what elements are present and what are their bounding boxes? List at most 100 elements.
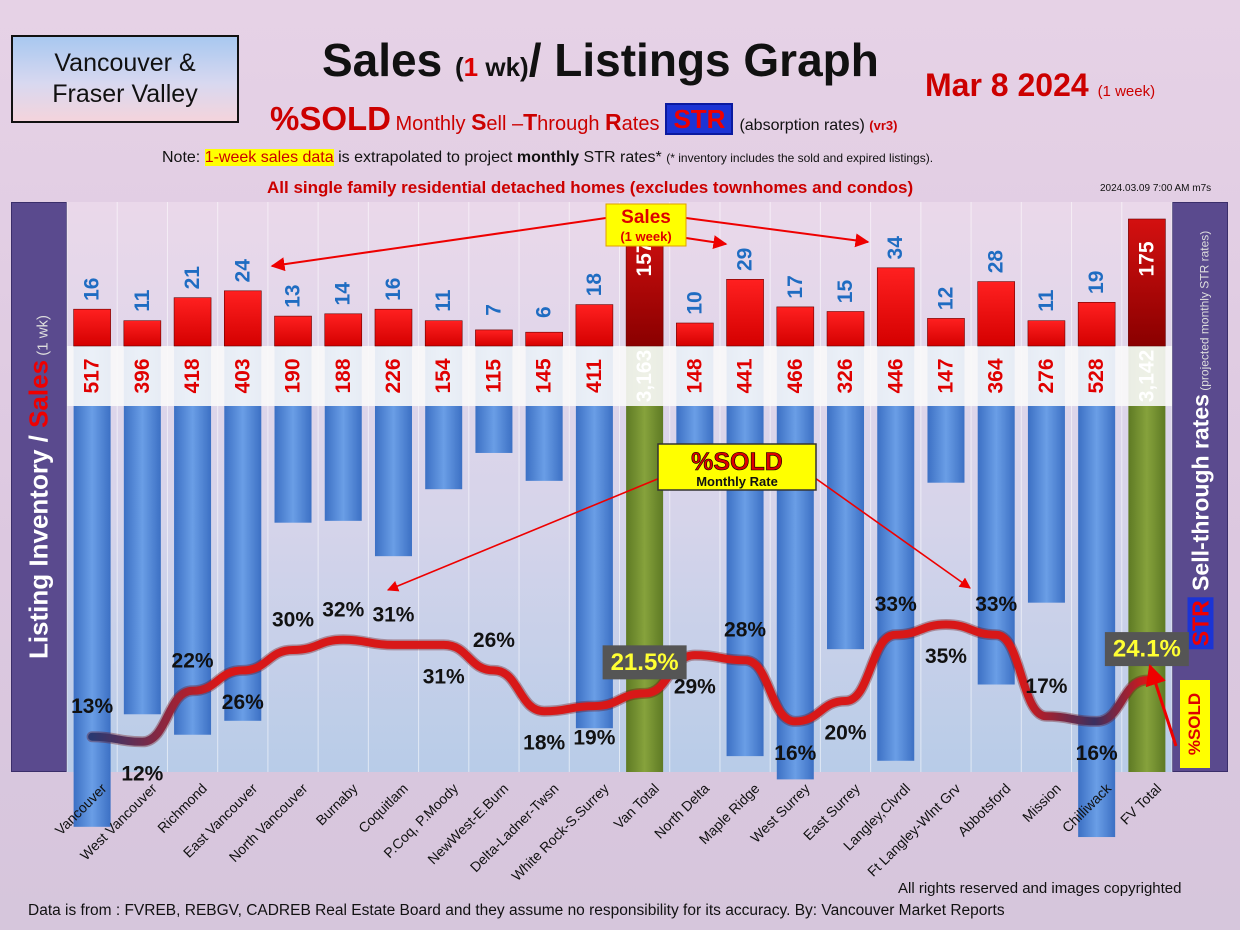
sales-bar <box>927 318 965 347</box>
sales-label: 11 <box>432 289 455 312</box>
note-part: is extrapolated to project <box>333 149 517 166</box>
sales-bar <box>776 306 815 347</box>
listing-label: 154 <box>432 358 455 393</box>
category-label: FV Total <box>1117 780 1164 827</box>
listing-labels: 517 396 418 403 190 188 226 154 115 145 411 3,163 14… <box>81 350 1159 403</box>
listing-bar <box>73 346 111 827</box>
subtitle-part: R <box>605 109 622 135</box>
region-line-1: Vancouver & <box>54 49 196 77</box>
sales-bar <box>826 311 865 347</box>
sales-annotation: Sales (1 week) <box>270 203 870 272</box>
sales-bar <box>73 308 111 347</box>
note-part: (* inventory includes the sold and expir… <box>666 151 934 165</box>
category-label: Ft Langley-Wlnt Grv <box>864 780 963 879</box>
sales-bar <box>324 313 363 347</box>
sales-bar <box>274 315 312 347</box>
sales-labels: 16 11 21 24 13 14 16 11 7 6 18 157 10 29 17 15 34 12 28 11 1… <box>81 236 1159 318</box>
listing-label: 147 <box>934 358 957 393</box>
str-label: 33% <box>975 593 1017 616</box>
note-line: Note: 1-week sales data is extrapolated … <box>162 149 933 167</box>
sales-bar <box>676 322 714 347</box>
sold-badge: %SOLD <box>1180 680 1210 768</box>
title-sales: Sales <box>322 34 443 86</box>
sold-annotation: %SOLD Monthly Rate <box>386 443 1178 747</box>
str-label: 13% <box>71 695 113 718</box>
sold-arrow <box>386 477 661 592</box>
listing-label: 396 <box>131 358 154 393</box>
sales-label: 157 <box>633 241 656 276</box>
category-label: Abbotsford <box>954 780 1013 839</box>
listing-bar <box>726 346 764 757</box>
sales-label: 16 <box>81 278 104 301</box>
listing-label-band <box>67 346 1172 406</box>
sales-label: 16 <box>382 278 405 301</box>
str-label: 22% <box>172 649 214 672</box>
sales-bar <box>475 329 513 347</box>
report-date: Mar 8 2024 (1 week) <box>925 67 1155 104</box>
str-label: 35% <box>925 645 967 668</box>
total-str-label: 24.1% <box>1113 636 1181 663</box>
str-label: 29% <box>674 676 716 699</box>
timestamp: 2024.03.09 7:00 AM m7s <box>1100 183 1212 194</box>
listing-label: 148 <box>683 358 706 393</box>
title-wk: wk) <box>478 52 529 82</box>
source-note: Data is from : FVREB, REBGV, CADREB Real… <box>28 902 1005 919</box>
subtitle-sold: %SOLD <box>270 100 392 137</box>
sales-label: 15 <box>834 280 857 304</box>
listing-bars <box>73 346 1166 838</box>
subtitle-part: ates <box>621 113 660 135</box>
str-label: 16% <box>1076 742 1118 765</box>
str-label: 17% <box>1025 675 1067 698</box>
listing-bar <box>776 346 814 780</box>
listing-label: 145 <box>533 358 556 393</box>
str-label: 16% <box>774 742 816 765</box>
listing-label: 528 <box>1085 358 1108 393</box>
listing-bar <box>224 346 262 721</box>
total-str-box <box>1104 632 1189 667</box>
region-line-2: Fraser Valley <box>52 80 198 108</box>
sales-label: 12 <box>934 287 957 310</box>
sales-bar <box>876 267 915 347</box>
sales-bar <box>1027 320 1066 347</box>
str-label: 26% <box>222 691 264 714</box>
sold-arrow <box>814 477 971 589</box>
title-paren: ( <box>455 52 464 82</box>
str-line <box>86 618 1153 748</box>
sales-arrow <box>685 235 728 250</box>
title-listings: / Listings Graph <box>528 34 879 86</box>
str-label: 30% <box>272 609 314 632</box>
sales-label: 14 <box>332 282 355 306</box>
listing-label: 115 <box>482 359 505 393</box>
listing-bar <box>174 346 212 735</box>
listing-label: 276 <box>1035 358 1058 393</box>
sales-label: 10 <box>683 291 706 314</box>
sales-bar <box>525 331 563 347</box>
title-one: 1 <box>463 52 479 82</box>
listing-label: 418 <box>181 358 204 393</box>
sales-bar <box>424 320 463 347</box>
sales-bar <box>1077 301 1116 347</box>
right-axis-band <box>1172 202 1228 772</box>
sold-arrow <box>1145 664 1178 747</box>
listing-label: 411 <box>583 359 606 393</box>
sold-callout-label: %SOLD <box>691 448 783 476</box>
listing-bar <box>1128 346 1166 772</box>
sales-label: 6 <box>533 306 556 318</box>
sales-label: 24 <box>231 259 254 283</box>
sales-arrow <box>270 217 607 272</box>
copyright-note: All rights reserved and images copyright… <box>898 880 1182 897</box>
listing-label: 188 <box>332 358 355 393</box>
date-sub: (1 week) <box>1097 83 1156 100</box>
sales-label: 11 <box>1035 289 1058 312</box>
sales-label: 11 <box>131 289 154 312</box>
note-part: monthly <box>516 149 580 166</box>
date-main: Mar 8 2024 <box>925 67 1089 103</box>
sales-bar <box>1128 218 1166 347</box>
sales-bar <box>575 304 614 347</box>
listing-label: 3,163 <box>633 350 656 403</box>
str-labels: 13% 12% 22% 26% 30% 32% 31% 31% 26% 18% 19% 21.5%29… <box>71 593 1189 785</box>
listing-label: 446 <box>884 358 907 393</box>
sales-label: 19 <box>1085 271 1108 294</box>
total-str-label: 21.5% <box>611 649 679 676</box>
